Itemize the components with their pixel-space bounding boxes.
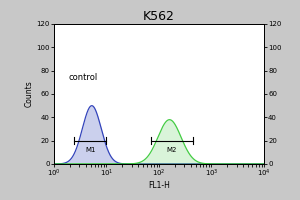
Y-axis label: Counts: Counts bbox=[25, 81, 34, 107]
Title: K562: K562 bbox=[143, 10, 175, 23]
Text: M2: M2 bbox=[167, 147, 177, 153]
X-axis label: FL1-H: FL1-H bbox=[148, 181, 170, 190]
Text: control: control bbox=[69, 73, 98, 82]
Text: M1: M1 bbox=[85, 147, 95, 153]
